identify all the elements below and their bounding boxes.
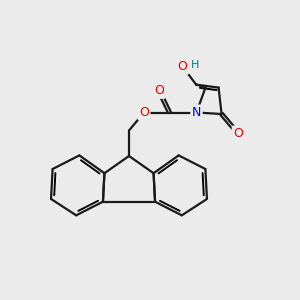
- Text: O: O: [233, 127, 243, 140]
- Text: N: N: [192, 106, 201, 119]
- Text: O: O: [154, 84, 164, 98]
- Text: O: O: [178, 60, 188, 73]
- Text: O: O: [139, 106, 149, 119]
- Text: H: H: [191, 60, 200, 70]
